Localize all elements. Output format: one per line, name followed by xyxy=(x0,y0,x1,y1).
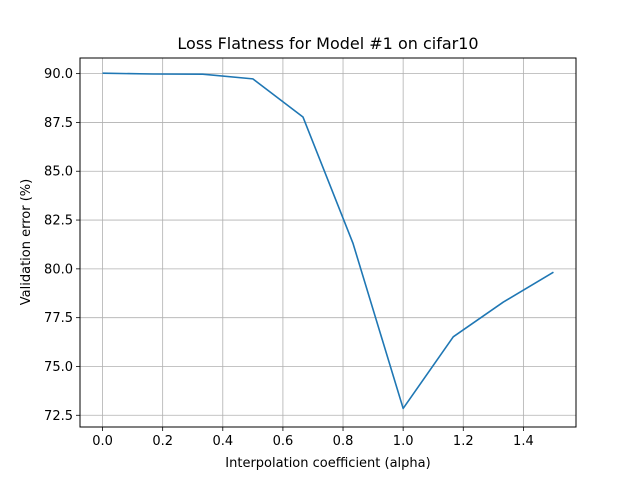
x-tick-label: 1.0 xyxy=(393,434,414,449)
x-axis-label: Interpolation coefficient (alpha) xyxy=(225,456,430,471)
x-tick-label: 0.4 xyxy=(212,434,233,449)
series-line xyxy=(102,72,554,410)
x-tick-label: 0.2 xyxy=(152,434,173,449)
y-tick-label: 75.0 xyxy=(44,360,73,375)
y-tick-label: 77.5 xyxy=(44,311,73,326)
y-tick-label: 90.0 xyxy=(44,67,73,82)
y-tick-label: 72.5 xyxy=(44,409,73,424)
chart-title: Loss Flatness for Model #1 on cifar10 xyxy=(177,34,478,53)
plot-frame xyxy=(79,57,577,428)
x-tick-label: 1.2 xyxy=(453,434,474,449)
y-axis-label: Validation error (%) xyxy=(19,179,34,305)
series-layer xyxy=(102,72,554,410)
x-tick-label: 0.0 xyxy=(92,434,113,449)
x-tick-label: 0.8 xyxy=(333,434,354,449)
x-tick-label: 0.6 xyxy=(273,434,294,449)
grid xyxy=(80,58,576,427)
x-axis: 0.0 0.2 0.4 0.6 0.8 1.0 1.2 1.4 xyxy=(92,427,534,449)
y-tick-label: 87.5 xyxy=(44,116,73,131)
y-tick-label: 82.5 xyxy=(44,214,73,229)
y-tick-label: 85.0 xyxy=(44,165,73,180)
x-tick-label: 1.4 xyxy=(513,434,534,449)
y-axis: 72.5 75.0 77.5 80.0 82.5 85.0 87.5 90.0 xyxy=(44,67,80,424)
y-tick-label: 80.0 xyxy=(44,262,73,277)
